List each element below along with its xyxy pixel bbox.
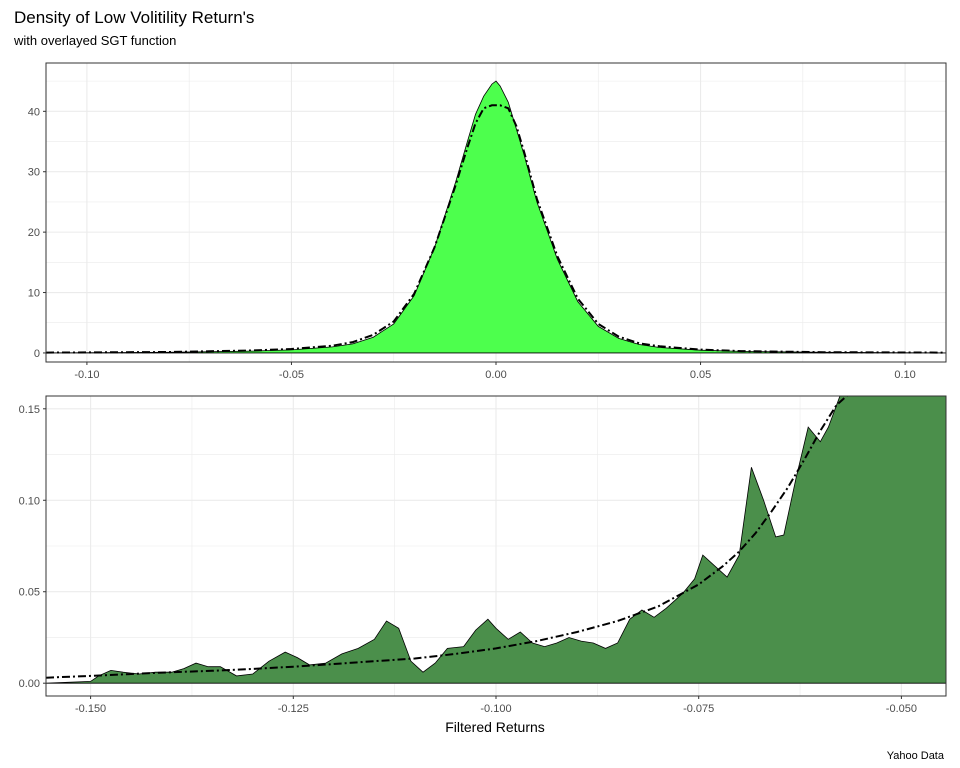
top-x-tick-label: -0.05 [279,369,304,381]
bottom-y-tick-label: 0.00 [19,678,40,690]
caption: Yahoo Data [887,750,945,762]
bottom-sgt-line [46,396,849,679]
bottom-panel: -0.150 -0.125 -0.100 -0.075 -0.050 0.00 0.05 0.… [19,395,947,715]
top-x-tick-label: 0.00 [485,369,506,381]
top-y-tick-label: 30 [28,167,40,179]
bottom-x-tick-label: -0.050 [886,703,917,715]
bottom-x-tick-label: -0.075 [683,703,714,715]
top-y-tick-label: 10 [28,288,40,300]
top-x-tick-label: 0.10 [894,369,915,381]
top-x-tick-label: -0.10 [74,369,99,381]
bottom-x-tick-label: -0.125 [278,703,309,715]
chart-title: Density of Low Volitility Return's [14,8,254,27]
bottom-panel-border [45,395,947,697]
bottom-x-tick-label: -0.150 [75,703,106,715]
bottom-x-tick-label: -0.100 [480,703,511,715]
bottom-density-area [46,396,946,684]
top-y-tick-label: 40 [28,106,40,118]
bottom-y-tick-label: 0.10 [19,495,40,507]
bottom-y-tick-label: 0.15 [19,404,40,416]
top-density-area [46,80,946,354]
top-x-tick-label: 0.05 [690,369,711,381]
top-y-tick-label: 20 [28,227,40,239]
top-y-tick-label: 0 [34,348,40,360]
top-sgt-line [46,104,946,354]
top-panel: -0.10 -0.05 0.00 0.05 0.10 0 10 20 30 40 [28,62,947,381]
x-axis-label: Filtered Returns [445,719,545,735]
chart-subtitle: with overlayed SGT function [13,33,176,48]
bottom-y-tick-label: 0.05 [19,587,40,599]
top-panel-border [45,62,947,363]
